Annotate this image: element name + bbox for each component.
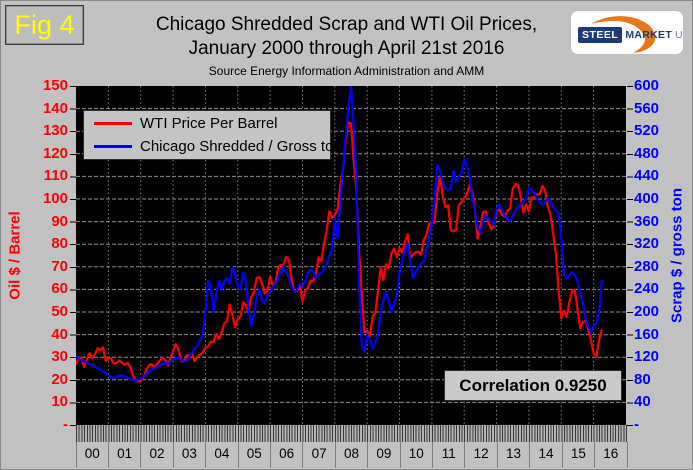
x-axis-year-label: 06 bbox=[279, 446, 295, 461]
scrap-line-swatch bbox=[94, 145, 132, 148]
left-axis-tick-label: 80 bbox=[51, 235, 68, 253]
logo-swoosh-icon bbox=[591, 16, 656, 53]
right-axis-title: Scrap $ / gross ton bbox=[668, 187, 686, 324]
steel-market-update-logo: STEEL MARKET UPDATE bbox=[571, 11, 683, 54]
right-axis-tick-label: 440 bbox=[634, 167, 660, 185]
x-axis-cell-separator bbox=[237, 442, 239, 468]
right-axis-tick-label: 320 bbox=[634, 235, 660, 253]
x-axis-year-label: 09 bbox=[376, 446, 392, 461]
x-axis-cell-separator bbox=[334, 442, 336, 468]
right-axis-labels: 600 560 520 480 440 400 360 320 280 240 200 160 120 8… bbox=[634, 77, 678, 433]
x-axis-cell-separator bbox=[496, 442, 498, 468]
x-axis-year-label: 10 bbox=[408, 446, 424, 461]
x-axis-cell-separator bbox=[367, 442, 369, 468]
legend-label-scrap: Chicago Shredded / Gross ton bbox=[140, 138, 342, 155]
right-axis-ticks bbox=[627, 86, 633, 426]
left-axis-tick-label: 100 bbox=[42, 190, 68, 208]
correlation-annotation: Correlation 0.9250 bbox=[444, 370, 622, 401]
logo-update-label: UPDATE bbox=[675, 29, 683, 41]
x-axis-cell-separator bbox=[205, 442, 207, 468]
x-axis-year-label: 02 bbox=[149, 446, 165, 461]
series-line-scrap bbox=[74, 84, 603, 382]
right-axis-tick-label: 40 bbox=[634, 393, 651, 411]
left-axis-ticks bbox=[70, 86, 76, 426]
figure-number-badge: Fig 4 bbox=[5, 5, 84, 45]
left-axis-tick-label: 20 bbox=[51, 370, 68, 388]
series-line-wti bbox=[74, 121, 603, 383]
right-axis-tick-label: 560 bbox=[634, 99, 660, 117]
x-axis-month-ticks bbox=[76, 425, 627, 442]
logo-wordmark: STEEL MARKET UPDATE bbox=[578, 27, 683, 43]
x-axis-cell-separator bbox=[626, 442, 628, 468]
x-axis-cell-separator bbox=[432, 442, 434, 468]
x-axis-cell-separator bbox=[302, 442, 304, 468]
x-axis-cell-separator bbox=[561, 442, 563, 468]
chart-source-subtitle: Source Energy Information Administration… bbox=[208, 64, 485, 78]
legend-box: WTI Price Per Barrel Chicago Shredded / … bbox=[83, 110, 342, 160]
right-axis-tick-label: 200 bbox=[634, 303, 660, 321]
x-axis-cell-separator bbox=[594, 442, 596, 468]
x-axis-cell-separator bbox=[529, 442, 531, 468]
x-axis-year-label: 08 bbox=[343, 446, 360, 461]
x-axis-cell-separator bbox=[172, 442, 174, 468]
right-axis-tick-label: 480 bbox=[634, 144, 660, 162]
x-axis-year-label: 16 bbox=[603, 446, 619, 461]
x-axis-year-label: 00 bbox=[84, 446, 100, 461]
right-axis-tick-label: 80 bbox=[634, 370, 651, 388]
x-axis-cell-separator bbox=[107, 442, 109, 468]
left-axis-tick-label: 70 bbox=[51, 257, 68, 275]
x-axis-year-label: 07 bbox=[311, 446, 327, 461]
right-axis-tick-label: 240 bbox=[634, 280, 660, 298]
right-axis-tick-label: 280 bbox=[634, 257, 660, 275]
right-axis-tick-label: 520 bbox=[634, 122, 660, 140]
right-axis-tick-label: 600 bbox=[634, 77, 660, 95]
x-axis-year-label: 03 bbox=[181, 446, 197, 461]
chart-title-line1: Chicago Shredded Scrap and WTI Oil Price… bbox=[155, 14, 538, 35]
legend-label-wti: WTI Price Per Barrel bbox=[140, 115, 278, 132]
right-axis-tick-label: 160 bbox=[634, 325, 660, 343]
legend-item-wti: WTI Price Per Barrel bbox=[84, 112, 330, 135]
left-axis-tick-label: 110 bbox=[43, 167, 68, 185]
logo-steel-label: STEEL bbox=[578, 27, 623, 43]
x-axis-year-label: 11 bbox=[441, 446, 456, 461]
left-axis-title: Oil $ / Barrel bbox=[6, 211, 24, 300]
right-axis-tick-label: - bbox=[634, 416, 639, 434]
x-axis-year-label: 01 bbox=[117, 446, 133, 461]
x-axis-cell-separator bbox=[140, 442, 142, 468]
left-axis-tick-label: 140 bbox=[42, 99, 68, 117]
left-axis-tick-label: 120 bbox=[42, 144, 68, 162]
left-axis-tick-label: - bbox=[63, 416, 68, 434]
x-axis-cell-separator bbox=[269, 442, 271, 468]
x-axis-year-label: 12 bbox=[473, 446, 489, 461]
x-axis-year-label: 13 bbox=[506, 446, 522, 461]
x-axis-year-label: 05 bbox=[246, 446, 262, 461]
left-axis-tick-label: 50 bbox=[51, 303, 68, 321]
chart-title-line2: January 2000 through April 21st 2016 bbox=[188, 38, 505, 59]
x-axis-year-label: 04 bbox=[214, 446, 230, 461]
x-axis-cell-separator bbox=[399, 442, 401, 468]
left-axis-labels: 150 140 130 120 110 100 90 80 70 60 50 40 30 20 10 - bbox=[27, 77, 68, 433]
logo-market-label: MARKET bbox=[625, 29, 673, 41]
legend-item-scrap: Chicago Shredded / Gross ton bbox=[84, 135, 342, 158]
wti-line-swatch bbox=[94, 122, 132, 125]
left-axis-tick-label: 130 bbox=[42, 122, 68, 140]
left-axis-tick-label: 60 bbox=[51, 280, 68, 298]
x-axis-cell-separator bbox=[75, 442, 77, 468]
x-axis-labels: 00 01 02 03 04 05 06 07 08 09 10 11 12 13 14 15 16 bbox=[75, 442, 628, 468]
right-axis-tick-label: 120 bbox=[634, 348, 660, 366]
left-axis-tick-label: 90 bbox=[51, 212, 68, 230]
x-axis-year-label: 15 bbox=[570, 446, 586, 461]
plot-svg bbox=[74, 84, 626, 425]
x-axis-cell-separator bbox=[464, 442, 466, 468]
right-axis-tick-label: 360 bbox=[634, 212, 660, 230]
x-axis-year-label: 14 bbox=[538, 446, 554, 461]
right-axis-tick-label: 400 bbox=[634, 190, 660, 208]
left-axis-tick-label: 40 bbox=[51, 325, 68, 343]
left-axis-tick-label: 30 bbox=[51, 348, 68, 366]
left-axis-tick-label: 150 bbox=[42, 77, 68, 95]
left-axis-tick-label: 10 bbox=[51, 393, 68, 411]
figure-number-label: Fig 4 bbox=[14, 9, 75, 40]
